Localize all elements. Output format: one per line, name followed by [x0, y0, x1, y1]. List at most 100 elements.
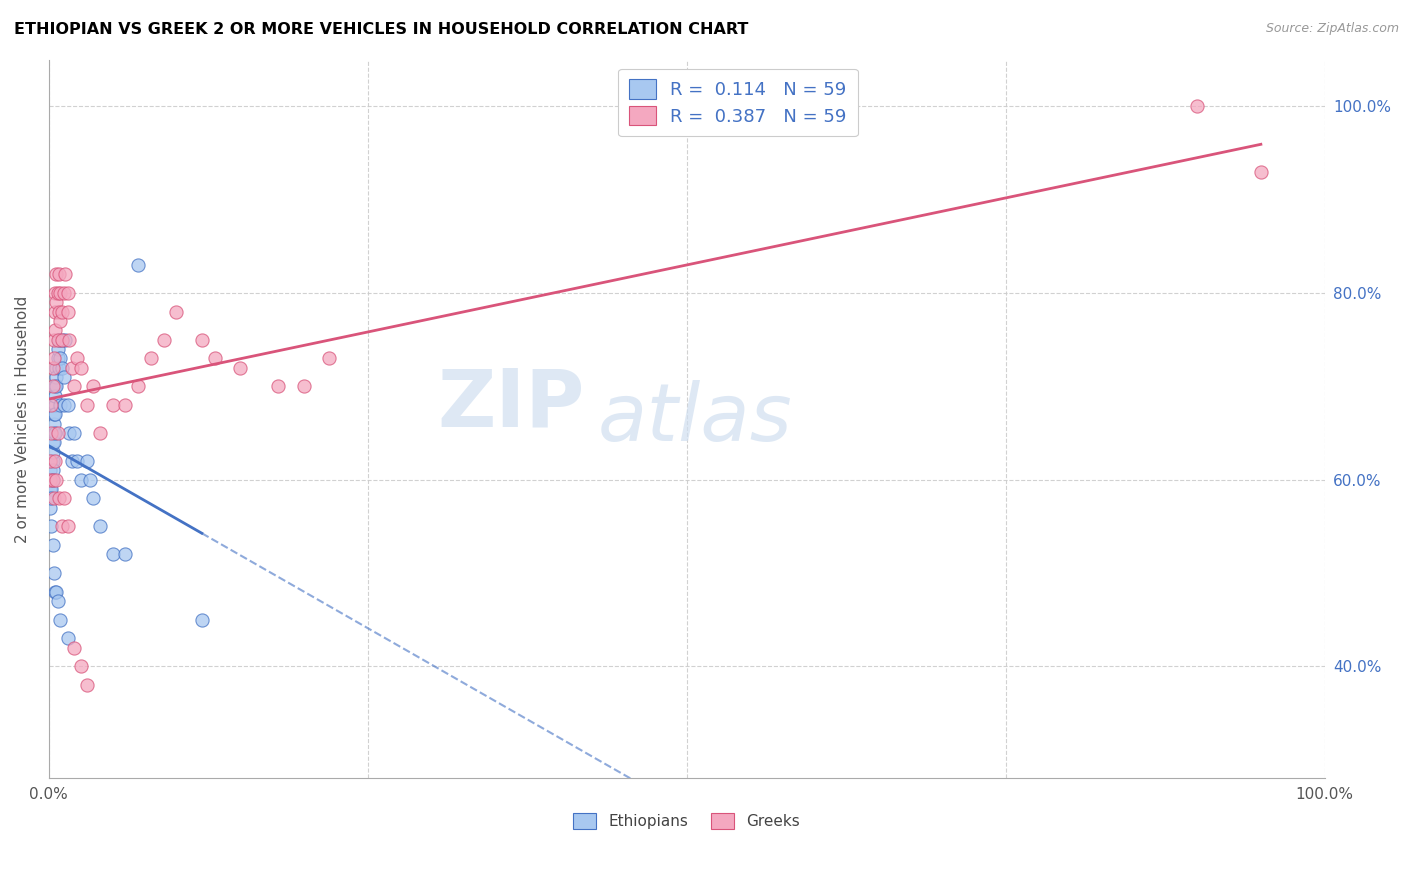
Point: [39, 473, 62, 487]
Point: [191, 333, 214, 347]
Point: [45, 295, 67, 310]
Point: [49, 285, 72, 300]
Point: [53, 285, 76, 300]
Point: [1250, 164, 1272, 178]
Point: [44, 407, 66, 421]
Point: [66, 454, 89, 468]
Point: [48, 491, 70, 506]
Point: [42, 435, 65, 450]
Point: [39, 491, 62, 506]
Point: [46, 342, 69, 356]
Point: [63, 379, 86, 393]
Point: [63, 425, 86, 440]
Point: [204, 351, 226, 366]
Point: [58, 333, 80, 347]
Text: atlas: atlas: [598, 380, 792, 458]
Point: [53, 491, 76, 506]
Point: [48, 304, 70, 318]
Text: ETHIOPIAN VS GREEK 2 OR MORE VEHICLES IN HOUSEHOLD CORRELATION CHART: ETHIOPIAN VS GREEK 2 OR MORE VEHICLES IN…: [14, 22, 748, 37]
Point: [58, 425, 80, 440]
Point: [45, 473, 67, 487]
Point: [191, 613, 214, 627]
Point: [51, 360, 73, 375]
Point: [56, 285, 79, 300]
Point: [39, 454, 62, 468]
Point: [48, 267, 70, 281]
Point: [41, 379, 63, 393]
Point: [41, 463, 63, 477]
Point: [53, 267, 76, 281]
Point: [39, 473, 62, 487]
Point: [41, 360, 63, 375]
Point: [42, 351, 65, 366]
Point: [44, 304, 66, 318]
Point: [44, 388, 66, 402]
Point: [82, 491, 104, 506]
Point: [63, 640, 86, 655]
Point: [42, 425, 65, 440]
Point: [49, 351, 72, 366]
Point: [39, 482, 62, 496]
Point: [45, 267, 67, 281]
Point: [49, 314, 72, 328]
Point: [39, 473, 62, 487]
Point: [48, 360, 70, 375]
Point: [165, 304, 187, 318]
Text: ZIP: ZIP: [437, 366, 585, 443]
Point: [42, 566, 65, 580]
Point: [41, 473, 63, 487]
Point: [39, 454, 62, 468]
Point: [39, 463, 62, 477]
Point: [101, 547, 124, 561]
Point: [39, 482, 62, 496]
Point: [46, 425, 69, 440]
Point: [76, 454, 98, 468]
Point: [56, 519, 79, 533]
Point: [56, 398, 79, 412]
Point: [51, 519, 73, 533]
Point: [69, 473, 91, 487]
Point: [42, 491, 65, 506]
Point: [114, 398, 136, 412]
Point: [46, 285, 69, 300]
Point: [48, 333, 70, 347]
Y-axis label: 2 or more Vehicles in Household: 2 or more Vehicles in Household: [15, 295, 30, 542]
Point: [44, 285, 66, 300]
Point: [267, 379, 290, 393]
Point: [41, 435, 63, 450]
Point: [44, 425, 66, 440]
Point: [41, 538, 63, 552]
Point: [44, 323, 66, 337]
Point: [46, 351, 69, 366]
Point: [42, 407, 65, 421]
Point: [89, 425, 111, 440]
Point: [49, 613, 72, 627]
Point: [127, 258, 149, 272]
Point: [39, 500, 62, 515]
Point: [42, 417, 65, 431]
Point: [127, 379, 149, 393]
Point: [56, 304, 79, 318]
Point: [45, 379, 67, 393]
Point: [41, 444, 63, 458]
Point: [89, 519, 111, 533]
Point: [53, 370, 76, 384]
Point: [41, 473, 63, 487]
Point: [292, 379, 315, 393]
Point: [82, 379, 104, 393]
Point: [152, 333, 174, 347]
Point: [229, 360, 252, 375]
Point: [66, 351, 89, 366]
Point: [44, 379, 66, 393]
Point: [60, 454, 83, 468]
Point: [318, 351, 340, 366]
Point: [60, 360, 83, 375]
Point: [76, 398, 98, 412]
Point: [101, 398, 124, 412]
Point: [45, 360, 67, 375]
Point: [42, 333, 65, 347]
Point: [51, 333, 73, 347]
Point: [51, 333, 73, 347]
Point: [53, 333, 76, 347]
Point: [114, 547, 136, 561]
